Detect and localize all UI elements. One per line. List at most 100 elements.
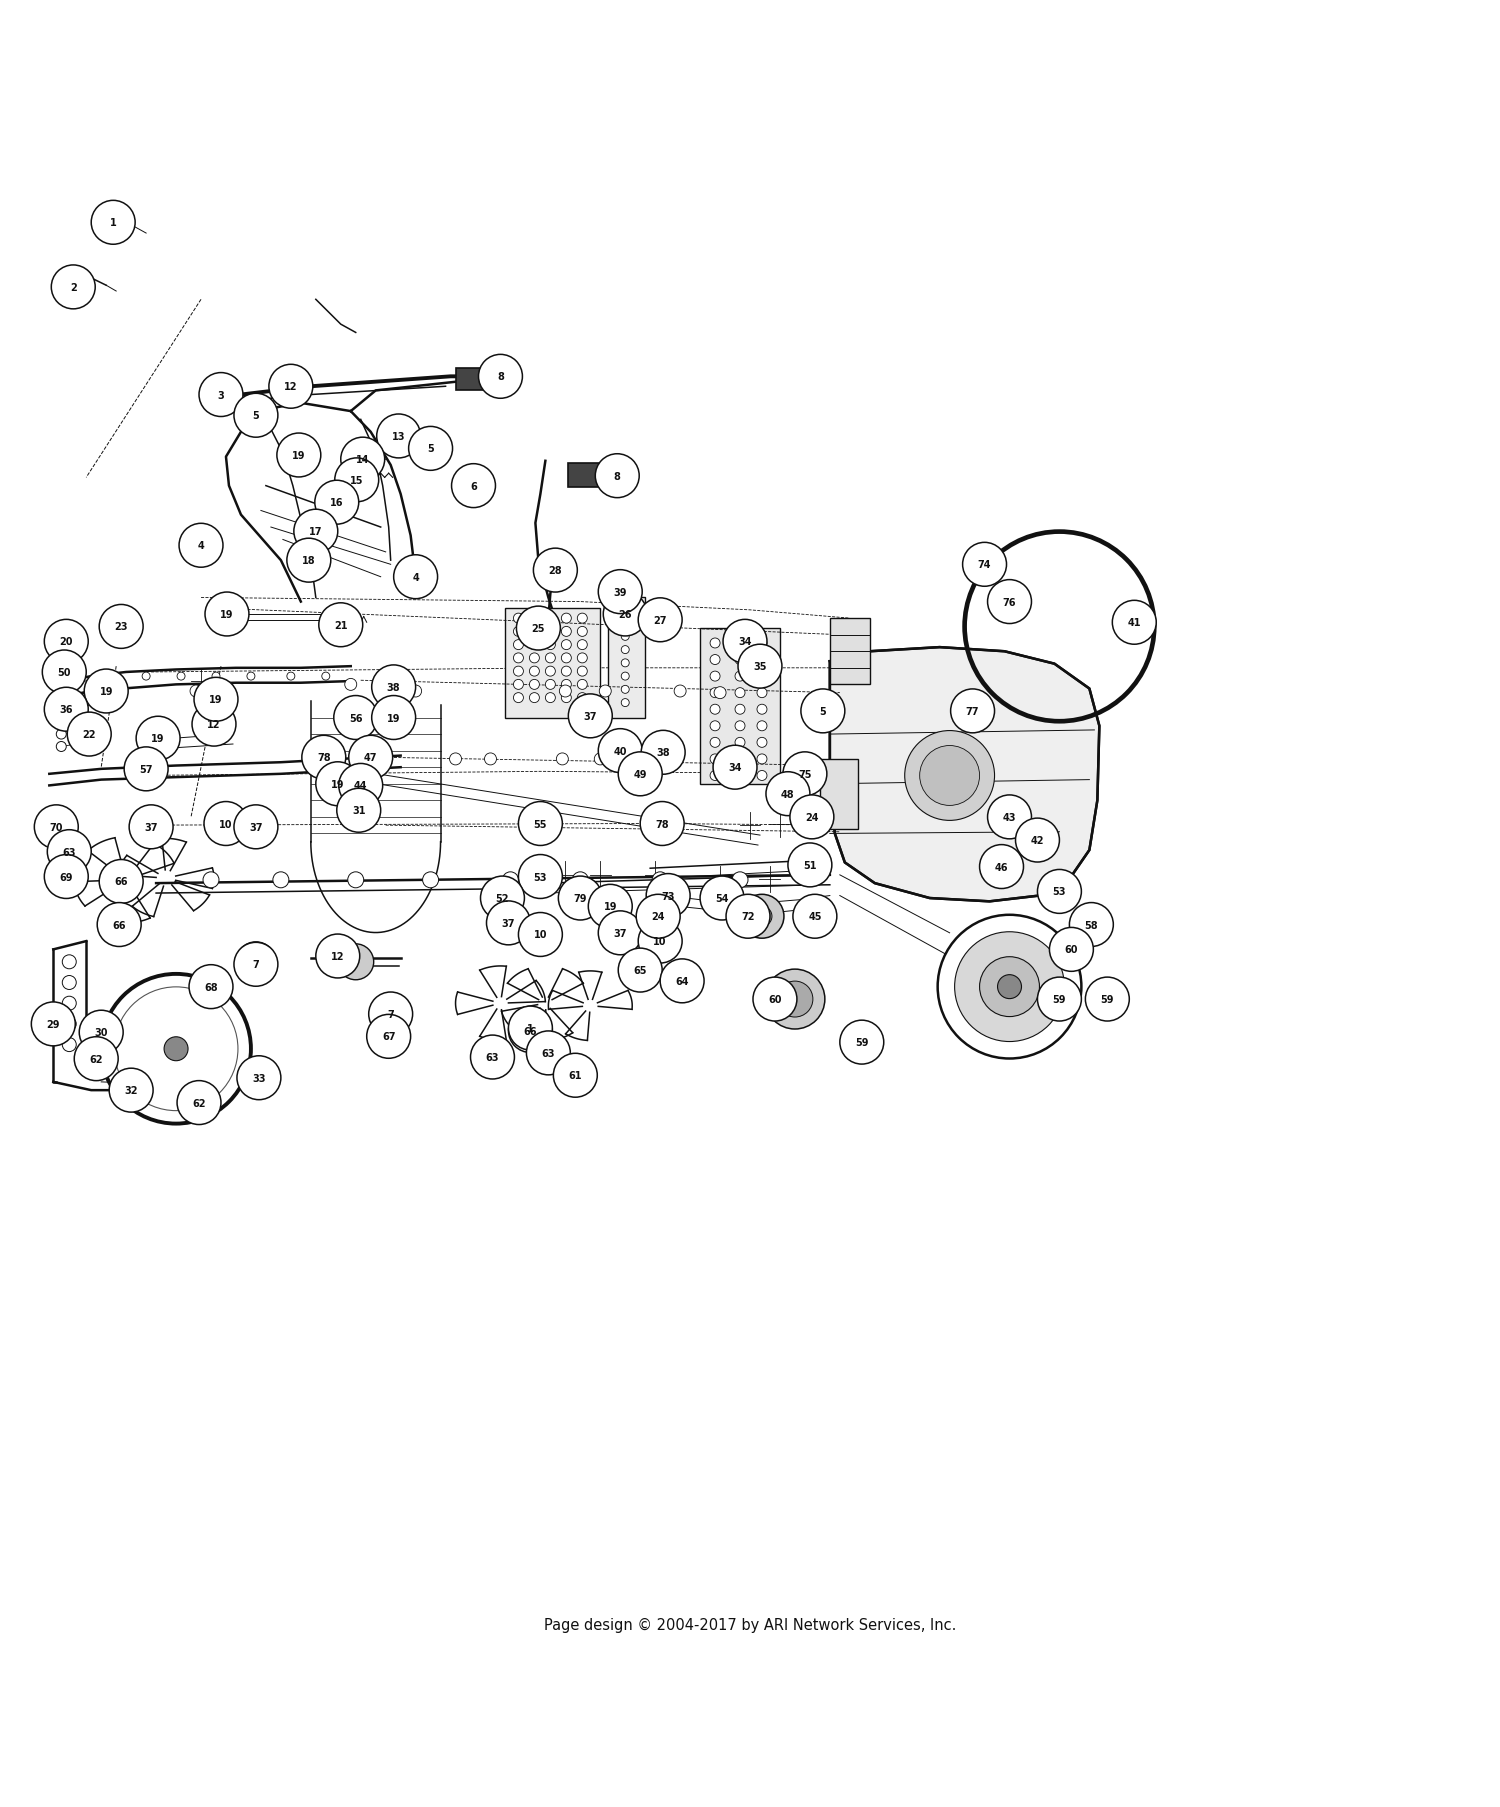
Circle shape xyxy=(1113,602,1156,645)
Text: 37: 37 xyxy=(584,712,597,721)
Circle shape xyxy=(561,654,572,663)
Circle shape xyxy=(578,640,588,651)
Circle shape xyxy=(534,549,578,593)
Text: 14: 14 xyxy=(356,455,369,464)
Text: 36: 36 xyxy=(60,705,74,716)
Text: 53: 53 xyxy=(534,873,548,882)
Circle shape xyxy=(32,1003,75,1046)
Text: 37: 37 xyxy=(614,929,627,938)
Text: 60: 60 xyxy=(1065,945,1078,954)
Circle shape xyxy=(530,694,540,703)
Circle shape xyxy=(516,607,561,651)
Text: 52: 52 xyxy=(495,893,508,904)
Circle shape xyxy=(710,672,720,681)
Text: 66: 66 xyxy=(112,920,126,931)
Circle shape xyxy=(561,667,572,678)
Text: 63: 63 xyxy=(542,1048,555,1059)
Circle shape xyxy=(234,943,278,987)
Text: 29: 29 xyxy=(46,1019,60,1030)
Circle shape xyxy=(561,627,572,638)
Circle shape xyxy=(63,1017,76,1032)
Circle shape xyxy=(99,860,142,904)
Circle shape xyxy=(98,904,141,947)
Circle shape xyxy=(530,614,540,623)
Circle shape xyxy=(788,844,832,887)
Circle shape xyxy=(753,978,796,1021)
Circle shape xyxy=(710,688,720,698)
Text: 16: 16 xyxy=(330,499,344,508)
Circle shape xyxy=(1070,904,1113,947)
Circle shape xyxy=(334,696,378,741)
Circle shape xyxy=(129,806,173,849)
Text: 30: 30 xyxy=(94,1028,108,1037)
Circle shape xyxy=(348,735,393,781)
Circle shape xyxy=(735,672,746,681)
Text: 1: 1 xyxy=(526,1023,534,1034)
Circle shape xyxy=(603,593,646,636)
Text: 12: 12 xyxy=(207,719,220,730)
Circle shape xyxy=(674,685,686,698)
Text: 7: 7 xyxy=(252,960,260,970)
Text: 34: 34 xyxy=(729,763,742,773)
Text: 66: 66 xyxy=(524,1026,537,1035)
Circle shape xyxy=(758,656,766,665)
Circle shape xyxy=(710,721,720,732)
Text: 19: 19 xyxy=(332,779,345,790)
Circle shape xyxy=(513,694,523,703)
Circle shape xyxy=(578,614,588,623)
Circle shape xyxy=(777,981,813,1017)
Text: 57: 57 xyxy=(140,764,153,775)
Text: 17: 17 xyxy=(309,528,322,537)
Circle shape xyxy=(45,855,88,898)
Text: 18: 18 xyxy=(302,557,315,566)
Text: 62: 62 xyxy=(90,1053,104,1064)
Circle shape xyxy=(99,605,142,649)
Circle shape xyxy=(315,481,358,524)
Text: 25: 25 xyxy=(531,623,544,634)
Circle shape xyxy=(766,772,810,817)
Text: 6: 6 xyxy=(470,481,477,492)
Circle shape xyxy=(560,685,572,698)
Circle shape xyxy=(594,754,606,766)
Circle shape xyxy=(513,627,523,638)
Circle shape xyxy=(588,885,632,929)
Circle shape xyxy=(621,660,628,667)
Text: 54: 54 xyxy=(716,893,729,904)
Circle shape xyxy=(80,1010,123,1055)
Circle shape xyxy=(561,679,572,690)
Circle shape xyxy=(578,679,588,690)
Circle shape xyxy=(110,1068,153,1113)
Text: 43: 43 xyxy=(1004,813,1017,822)
Circle shape xyxy=(1086,978,1130,1021)
Circle shape xyxy=(840,1021,884,1064)
Text: 59: 59 xyxy=(1053,994,1066,1005)
Circle shape xyxy=(211,672,220,681)
Text: 76: 76 xyxy=(1004,598,1017,607)
Circle shape xyxy=(452,464,495,508)
Circle shape xyxy=(546,627,555,638)
Circle shape xyxy=(561,614,572,623)
Circle shape xyxy=(714,687,726,699)
Text: 42: 42 xyxy=(1030,835,1044,846)
Circle shape xyxy=(334,459,378,502)
Circle shape xyxy=(164,1037,188,1061)
Text: 44: 44 xyxy=(354,781,368,791)
Circle shape xyxy=(393,555,438,600)
Circle shape xyxy=(273,873,290,889)
Circle shape xyxy=(530,679,540,690)
Circle shape xyxy=(758,688,766,698)
Circle shape xyxy=(621,647,628,654)
Circle shape xyxy=(712,746,758,790)
Text: 10: 10 xyxy=(219,819,232,829)
Bar xyxy=(506,609,600,717)
Circle shape xyxy=(57,692,66,703)
Circle shape xyxy=(124,748,168,791)
Text: 4: 4 xyxy=(198,540,204,551)
Circle shape xyxy=(513,614,523,623)
Circle shape xyxy=(951,690,994,734)
Text: 49: 49 xyxy=(633,770,646,779)
Circle shape xyxy=(710,705,720,716)
Polygon shape xyxy=(830,647,1100,902)
Text: 78: 78 xyxy=(316,754,330,763)
Circle shape xyxy=(366,1016,411,1059)
